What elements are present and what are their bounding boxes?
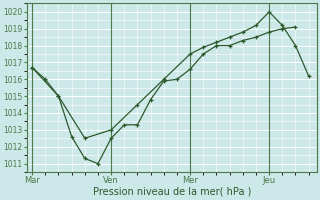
- X-axis label: Pression niveau de la mer( hPa ): Pression niveau de la mer( hPa ): [92, 187, 251, 197]
